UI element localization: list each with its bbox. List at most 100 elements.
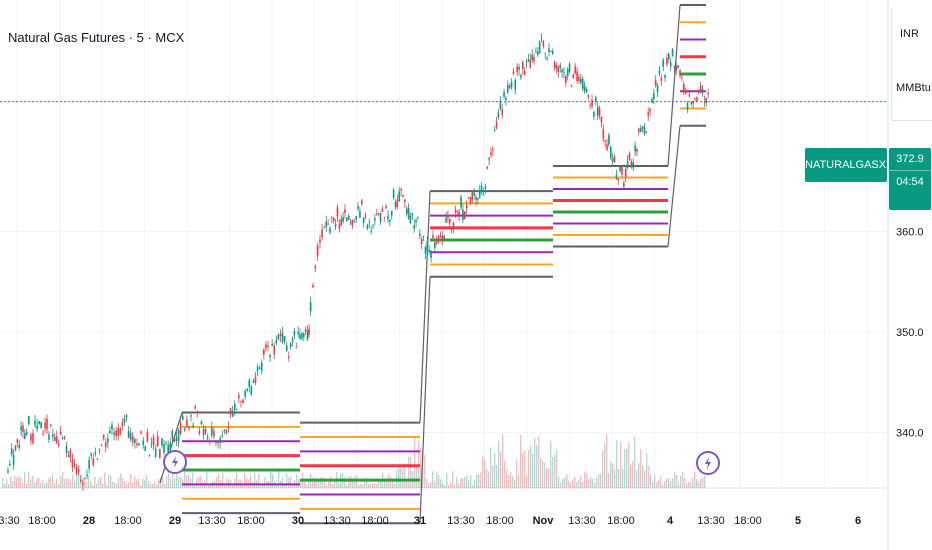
candle-body xyxy=(681,76,683,78)
candle-body xyxy=(404,199,406,202)
candle-body xyxy=(660,77,663,81)
candle-body xyxy=(117,427,120,437)
candle-body xyxy=(229,408,232,415)
level-connector xyxy=(667,125,681,247)
candle-body xyxy=(65,445,68,454)
volume-bar xyxy=(162,477,164,488)
candle-body xyxy=(44,422,46,429)
candle-body xyxy=(585,88,588,93)
volume-bar xyxy=(664,481,666,488)
candle-body xyxy=(551,51,554,55)
candle-body xyxy=(42,433,44,435)
candle-body xyxy=(217,440,219,444)
unit-panel[interactable]: INR MMBtu xyxy=(891,8,932,121)
volume-bar xyxy=(634,435,636,488)
x-tick-label: 13:30 xyxy=(697,515,725,527)
volume-bar xyxy=(74,481,76,488)
candle-body xyxy=(127,430,130,438)
x-tick-label: 28 xyxy=(83,515,95,527)
candle-body xyxy=(523,70,526,75)
volume-bar xyxy=(568,480,570,488)
candle-body xyxy=(643,127,646,134)
volume-bar xyxy=(384,479,386,488)
measure-label[interactable]: MMBtu xyxy=(896,82,931,94)
candle-body xyxy=(179,422,182,434)
candle-body xyxy=(302,333,305,337)
x-tick-label: 13:30 xyxy=(447,515,475,527)
volume-bar xyxy=(620,441,622,488)
volume-bar xyxy=(426,478,428,488)
candle-body xyxy=(503,91,505,97)
candle-body xyxy=(321,229,323,238)
candle-body xyxy=(77,469,80,473)
volume-bar xyxy=(216,476,218,488)
candle-body xyxy=(55,436,58,444)
volume-bar xyxy=(22,482,24,488)
candle-body xyxy=(415,219,417,223)
candle-body xyxy=(445,217,447,223)
candle-body xyxy=(581,78,584,89)
candle-body xyxy=(48,434,50,440)
candle-body xyxy=(422,236,425,238)
volume-bar xyxy=(410,456,412,488)
symbol-badge: NATURALGASX2025 xyxy=(805,148,911,182)
volume-bar xyxy=(466,475,468,488)
volume-bar xyxy=(476,474,478,488)
candle-body xyxy=(269,354,271,357)
volume-bar xyxy=(128,481,130,488)
candle-body xyxy=(323,227,325,229)
volume-bar xyxy=(482,455,484,488)
candle-body xyxy=(417,217,419,219)
volume-bar xyxy=(158,478,160,488)
candle-body xyxy=(639,128,642,132)
candle-body xyxy=(22,425,24,432)
candle-body xyxy=(572,74,575,78)
volume-bars xyxy=(2,433,706,488)
volume-bar xyxy=(530,445,532,488)
currency-label[interactable]: INR xyxy=(900,28,919,40)
candle-body xyxy=(152,437,155,446)
y-tick-label: 360.0 xyxy=(896,226,924,238)
candle-body xyxy=(465,205,468,209)
volume-bar xyxy=(458,483,460,488)
candle-body xyxy=(88,459,90,469)
bar-countdown: 04:54 xyxy=(896,176,924,188)
volume-bar xyxy=(604,443,606,488)
candle-body xyxy=(696,97,698,101)
volume-bar xyxy=(390,476,392,488)
volume-bar xyxy=(6,478,8,488)
candle-body xyxy=(456,210,459,212)
candle-body xyxy=(478,189,481,198)
candle-body xyxy=(100,444,103,446)
candle-body xyxy=(508,85,511,88)
volume-bar xyxy=(358,484,360,488)
candle-body xyxy=(439,235,442,238)
candle-body xyxy=(535,51,537,53)
candle-body xyxy=(677,65,679,68)
candle-body xyxy=(86,474,88,477)
candle-body xyxy=(347,216,350,220)
candle-body xyxy=(94,452,97,454)
candle-body xyxy=(233,404,236,411)
candle-body xyxy=(381,208,384,212)
volume-bar xyxy=(508,474,510,488)
volume-bar xyxy=(350,476,352,488)
candle-body xyxy=(289,343,292,348)
candle-body xyxy=(90,453,92,456)
x-tick-label: 5 xyxy=(795,515,801,527)
candle-body xyxy=(516,66,518,73)
volume-bar xyxy=(360,483,362,488)
candle-body xyxy=(346,217,348,221)
volume-bar xyxy=(2,478,4,488)
candle-body xyxy=(36,425,38,430)
candle-body xyxy=(405,208,408,215)
candle-body xyxy=(325,221,328,227)
volume-bar xyxy=(140,484,142,488)
candle-body xyxy=(621,164,623,175)
candle-body xyxy=(288,356,290,359)
volume-bar xyxy=(348,476,350,488)
price-series xyxy=(7,33,709,491)
volume-bar xyxy=(254,472,256,488)
volume-bar xyxy=(686,483,688,488)
